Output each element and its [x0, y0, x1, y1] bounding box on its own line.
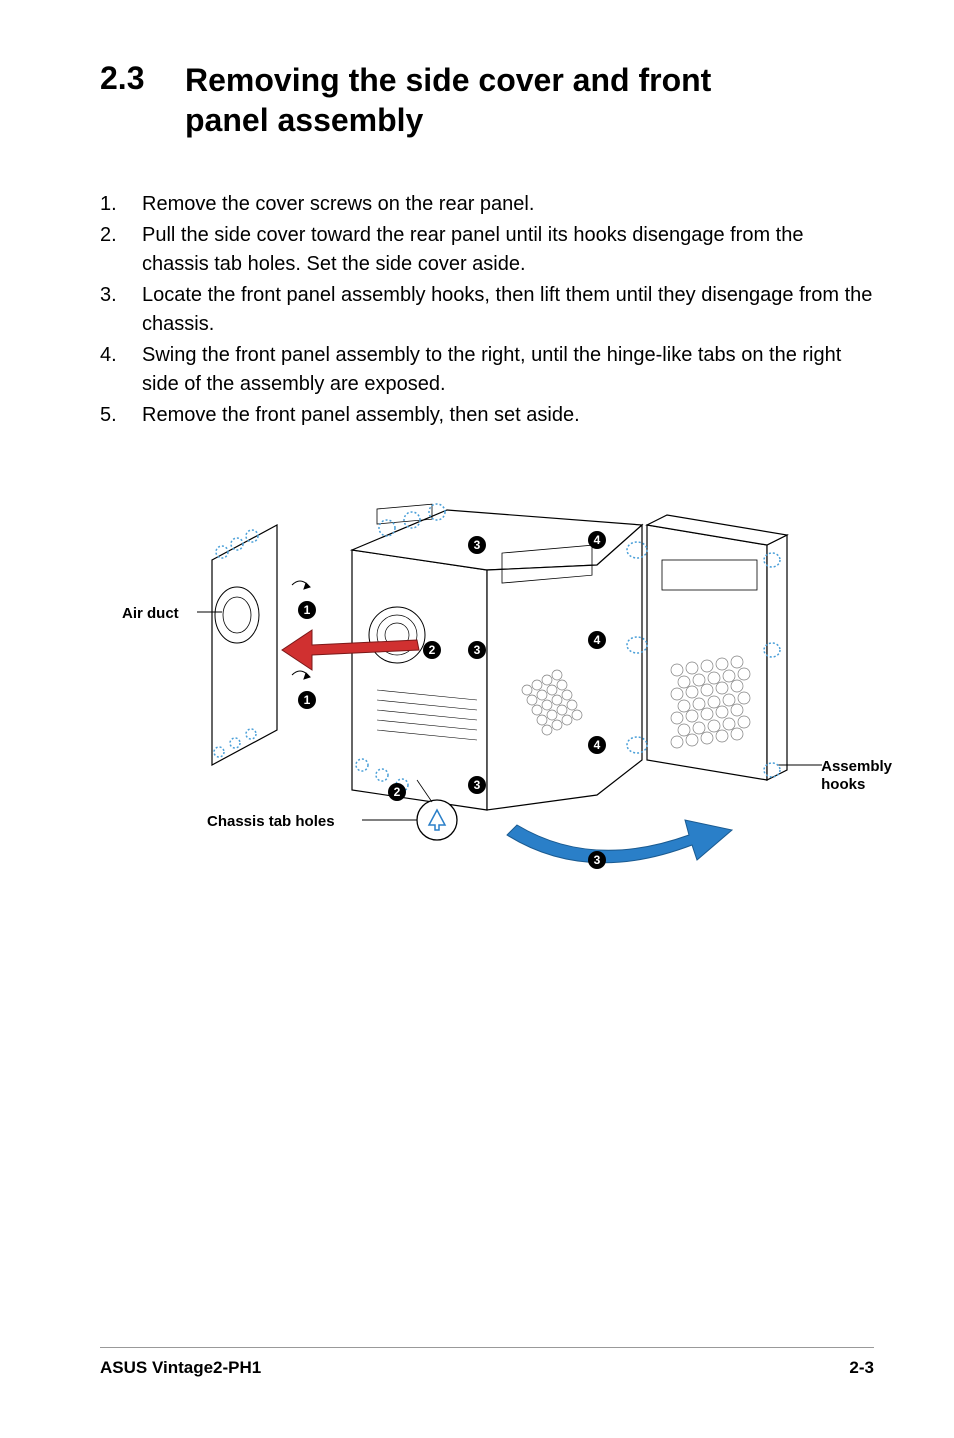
list-item: 1. Remove the cover screws on the rear p… [100, 190, 874, 219]
blue-arrow-icon [507, 820, 732, 863]
page-footer: ASUS Vintage2-PH1 2-3 [100, 1347, 874, 1378]
section-number: 2.3 [100, 60, 185, 97]
list-item: 3. Locate the front panel assembly hooks… [100, 281, 874, 339]
callout-4b: 4 [588, 631, 606, 649]
footer-left: ASUS Vintage2-PH1 [100, 1358, 261, 1378]
diagram-svg: 1 1 2 2 3 3 3 3 4 4 4 [137, 490, 837, 910]
svg-text:1: 1 [304, 693, 311, 707]
title-line-2: panel assembly [185, 102, 423, 138]
callout-3a: 3 [468, 536, 486, 554]
instruction-list: 1. Remove the cover screws on the rear p… [100, 190, 874, 430]
callout-2b: 2 [388, 783, 406, 801]
svg-text:3: 3 [474, 538, 481, 552]
footer-right: 2-3 [849, 1358, 874, 1378]
callout-3c: 3 [468, 776, 486, 794]
assembly-line-1: Assembly [821, 758, 892, 775]
callout-3b: 3 [468, 641, 486, 659]
step-text: Swing the front panel assembly to the ri… [142, 341, 874, 399]
list-item: 4. Swing the front panel assembly to the… [100, 341, 874, 399]
step-number: 3. [100, 281, 142, 339]
svg-text:2: 2 [429, 643, 436, 657]
step-text: Locate the front panel assembly hooks, t… [142, 281, 874, 339]
label-assembly-hooks: Assembly hooks [821, 758, 892, 794]
svg-text:3: 3 [474, 778, 481, 792]
side-panel [212, 525, 277, 765]
svg-text:2: 2 [394, 785, 401, 799]
callout-2a: 2 [423, 641, 441, 659]
svg-text:1: 1 [304, 603, 311, 617]
chassis-diagram: Air duct Chassis tab holes Assembly hook… [137, 490, 837, 910]
svg-text:4: 4 [594, 633, 601, 647]
title-line-1: Removing the side cover and front [185, 62, 711, 98]
label-chassis-tab-holes: Chassis tab holes [207, 813, 335, 830]
callout-4c: 4 [588, 736, 606, 754]
list-item: 2. Pull the side cover toward the rear p… [100, 221, 874, 279]
step-number: 4. [100, 341, 142, 399]
svg-text:4: 4 [594, 533, 601, 547]
callout-1b: 1 [298, 691, 316, 709]
step-number: 2. [100, 221, 142, 279]
callout-1a: 1 [298, 601, 316, 619]
svg-text:3: 3 [474, 643, 481, 657]
section-heading: 2.3 Removing the side cover and front pa… [100, 60, 874, 140]
callout-4a: 4 [588, 531, 606, 549]
step-text: Remove the cover screws on the rear pane… [142, 190, 874, 219]
assembly-line-2: hooks [821, 776, 865, 793]
chassis-body [352, 504, 642, 810]
callout-3d: 3 [588, 851, 606, 869]
step-number: 5. [100, 401, 142, 430]
step-text: Pull the side cover toward the rear pane… [142, 221, 874, 279]
step-number: 1. [100, 190, 142, 219]
list-item: 5. Remove the front panel assembly, then… [100, 401, 874, 430]
step-text: Remove the front panel assembly, then se… [142, 401, 874, 430]
section-title: Removing the side cover and front panel … [185, 60, 711, 140]
label-air-duct: Air duct [122, 605, 179, 622]
svg-text:4: 4 [594, 738, 601, 752]
svg-text:3: 3 [594, 853, 601, 867]
